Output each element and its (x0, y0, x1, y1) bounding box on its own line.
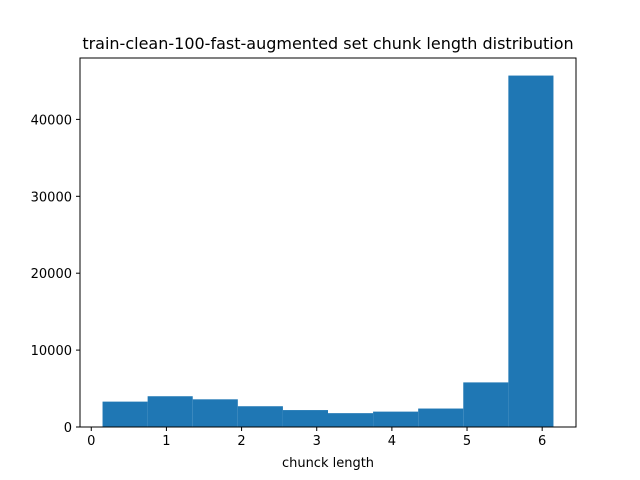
histogram-bar (508, 75, 554, 428)
x-tick-label: 5 (463, 434, 471, 449)
bars-group (102, 75, 554, 428)
x-axis-ticks: 0 1 2 3 4 5 6 (87, 427, 546, 449)
chart-title: train-clean-100-fast-augmented set chunk… (82, 34, 573, 53)
x-axis-label: chunck length (282, 456, 374, 471)
x-tick-label: 6 (538, 434, 546, 449)
histogram-bar (373, 411, 419, 427)
x-tick-label: 1 (162, 434, 170, 449)
histogram-bar (282, 410, 328, 427)
histogram-bar (192, 399, 238, 427)
y-tick-label: 0 (64, 421, 72, 436)
x-tick-label: 2 (237, 434, 245, 449)
histogram-bar (328, 413, 374, 427)
x-tick-label: 3 (313, 434, 321, 449)
histogram-bar (102, 401, 148, 427)
y-tick-label: 30000 (31, 190, 72, 205)
histogram-bar (418, 408, 464, 427)
y-tick-label: 10000 (31, 344, 72, 359)
plot-frame (79, 57, 577, 428)
histogram-bar (147, 396, 193, 427)
y-tick-label: 20000 (31, 267, 72, 282)
x-tick-label: 0 (87, 434, 95, 449)
y-tick-label: 40000 (31, 113, 72, 128)
x-tick-label: 4 (388, 434, 396, 449)
histogram-bar (463, 382, 509, 427)
histogram-bar (237, 406, 283, 427)
y-axis-ticks: 0 10000 20000 30000 40000 (31, 113, 80, 436)
